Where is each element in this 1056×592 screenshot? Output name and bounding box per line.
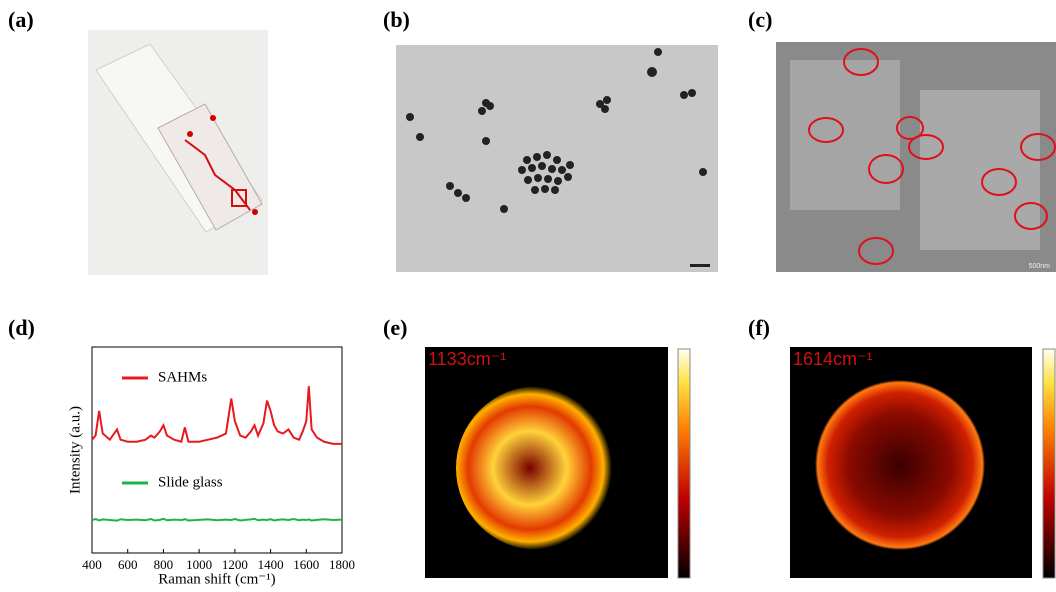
x-tick-label: 1200 xyxy=(222,557,248,572)
spectrum-chart: 400 600 800 1000 1200 1400 1600 1800 Raman shift… xyxy=(67,346,355,587)
x-tick-label: 1800 xyxy=(329,557,355,572)
x-tick-label: 1400 xyxy=(258,557,284,572)
map-label: 1614cm⁻¹ xyxy=(793,349,873,369)
series-line xyxy=(91,386,342,445)
series-line xyxy=(91,517,343,522)
scale-text: 500nm xyxy=(1029,263,1051,270)
raman-map: 1614cm⁻¹ xyxy=(790,347,1056,579)
panel-label: (d) xyxy=(8,315,35,340)
x-tick-label: 800 xyxy=(154,557,174,572)
panel-label: (e) xyxy=(383,315,407,340)
x-tick-label: 600 xyxy=(118,557,138,572)
panel-label: (c) xyxy=(748,7,772,32)
plot-frame xyxy=(91,346,343,554)
tem-image xyxy=(396,45,718,272)
map-label: 1133cm⁻¹ xyxy=(428,349,506,369)
chip-photo xyxy=(88,30,268,275)
panel-label: (f) xyxy=(748,315,770,340)
raman-map: 1133cm⁻¹ xyxy=(425,347,691,579)
panel-label: (a) xyxy=(8,7,34,32)
y-axis-label: Intensity (a.u.) xyxy=(67,406,83,494)
x-tick-label: 1600 xyxy=(293,557,319,572)
legend-label: SAHMs xyxy=(158,369,207,385)
sem-image: 500nm xyxy=(776,42,1056,272)
x-axis-label: Raman shift (cm⁻¹) xyxy=(158,571,275,587)
panel-label: (b) xyxy=(383,7,410,32)
legend-label: Slide glass xyxy=(158,474,223,490)
x-tick-label: 1000 xyxy=(186,557,212,572)
x-tick-label: 400 xyxy=(82,557,102,572)
